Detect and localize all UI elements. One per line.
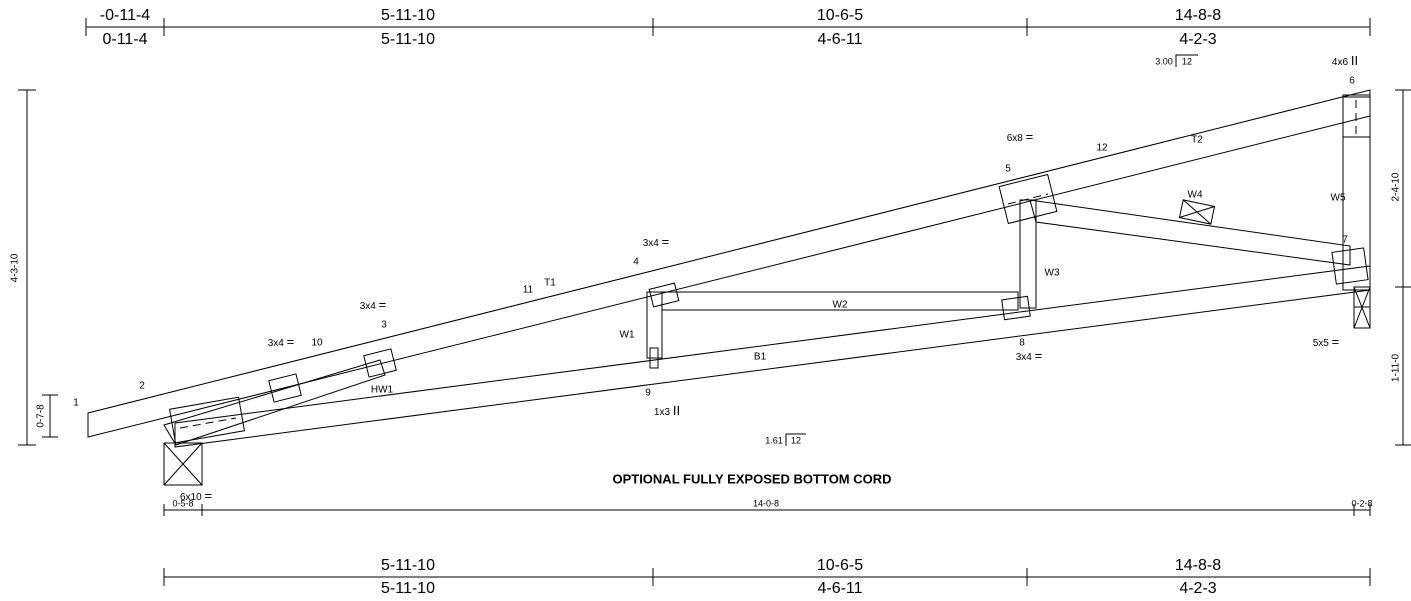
member-label: T2 <box>1191 135 1203 146</box>
joint-number: 12 <box>1096 143 1108 154</box>
joint-number: 10 <box>311 338 323 349</box>
joint-number: 1 <box>73 398 79 409</box>
joint-number: 6 <box>1349 76 1355 87</box>
plate-label: 1x3 II <box>654 403 680 418</box>
truss-drawing: -0-11-4 5-11-10 10-6-5 14-8-8 0-11-4 5-1… <box>0 0 1411 601</box>
member-label: W1 <box>620 330 635 341</box>
plate-size: 3x4 <box>643 238 660 249</box>
plate-symbol: = <box>662 234 670 249</box>
plate-size: 1x3 <box>654 407 671 418</box>
dimension: 5-11-10 <box>381 557 435 574</box>
web-w3 <box>1020 200 1036 308</box>
joint-number: 7 <box>1342 235 1348 246</box>
dimension: 0-11-4 <box>102 31 147 48</box>
bearing-dimension: 14-0-8 <box>753 498 779 508</box>
dimension: 14-8-8 <box>1175 7 1221 24</box>
plate-symbol: II <box>673 403 680 418</box>
plate-label: 5x5 = <box>1313 334 1340 349</box>
plate-symbol: = <box>379 297 387 312</box>
member-label: W2 <box>833 300 848 311</box>
plate-size: 5x5 <box>1313 338 1330 349</box>
height-dimension: 2-4-10 <box>1391 172 1402 201</box>
plate-symbol: II <box>1351 53 1358 68</box>
plate-dash <box>1008 194 1048 204</box>
plate-symbol: = <box>1035 348 1043 363</box>
member-label: W4 <box>1188 190 1203 201</box>
pitch-rise: 3.00 <box>1155 56 1173 66</box>
joint-number: 11 <box>523 285 534 296</box>
pitch-run: 12 <box>1182 56 1192 66</box>
bearing-cross <box>1354 287 1370 328</box>
dimension: -0-11-4 <box>100 7 150 24</box>
member-label: W5 <box>1331 193 1346 204</box>
height-dimension: 4-3-10 <box>10 253 21 282</box>
end-vertical <box>1343 95 1370 290</box>
dimension: 4-6-11 <box>817 31 862 48</box>
plate-symbol: = <box>287 334 295 349</box>
joint-number: 5 <box>1005 164 1011 175</box>
plate-symbol: = <box>204 488 212 503</box>
member-label: T1 <box>544 278 556 289</box>
bearing-dimension: 0-2-8 <box>1351 498 1372 508</box>
web-w4 <box>1030 200 1350 265</box>
member-label: B1 <box>754 352 767 363</box>
plate-label: 6x8 = <box>1007 129 1034 144</box>
top-chord <box>88 90 1370 437</box>
note: OPTIONAL FULLY EXPOSED BOTTOM CORD <box>612 471 891 486</box>
plate-label: 3x4 = <box>643 234 670 249</box>
bearing-dimension: 0-5-8 <box>172 498 193 508</box>
height-dimension: 0-7-8 <box>36 404 47 428</box>
dimension: 4-2-3 <box>1179 31 1216 48</box>
plate-symbol: = <box>1332 334 1340 349</box>
dimension: 10-6-5 <box>817 557 863 574</box>
plate-size: 3x4 <box>1016 352 1033 363</box>
bearing-cross <box>164 443 202 485</box>
dimension: 4-2-3 <box>1179 580 1216 597</box>
plates <box>170 97 1370 443</box>
plate-size: 6x8 <box>1007 133 1024 144</box>
plate-size: 3x4 <box>360 301 377 312</box>
plate-label: 3x4 = <box>360 297 387 312</box>
member-label: HW1 <box>371 385 394 396</box>
plate-size: 4x6 <box>1332 57 1349 68</box>
dimension: 4-6-11 <box>817 580 862 597</box>
dimension: 14-8-8 <box>1175 557 1221 574</box>
dimension: 5-11-10 <box>381 31 435 48</box>
member-label: W3 <box>1045 268 1060 279</box>
pitch-rise: 1.61 <box>765 435 783 445</box>
joint-number: 4 <box>633 257 639 268</box>
bottom-chord <box>175 266 1370 447</box>
pitch-run: 12 <box>791 435 801 445</box>
dimension: 5-11-10 <box>381 580 435 597</box>
plate-symbol: = <box>1026 129 1034 144</box>
plate-size: 3x4 <box>268 338 285 349</box>
wedge-hw1 <box>164 360 385 445</box>
dimension: 5-11-10 <box>381 7 435 24</box>
joint-number: 9 <box>645 388 651 399</box>
dimension: 10-6-5 <box>817 7 863 24</box>
plate-label: 3x4 = <box>268 334 295 349</box>
height-dimension: 1-11-0 <box>1391 353 1402 382</box>
joint-number: 8 <box>1019 338 1025 349</box>
joint-number: 2 <box>139 381 145 392</box>
plate-dash <box>180 418 236 428</box>
lateral-brace <box>1179 200 1214 224</box>
truss-members <box>88 90 1370 485</box>
joint-number: 3 <box>381 320 387 331</box>
plate-label: 3x4 = <box>1016 348 1043 363</box>
plate-label: 4x6 II <box>1332 53 1358 68</box>
